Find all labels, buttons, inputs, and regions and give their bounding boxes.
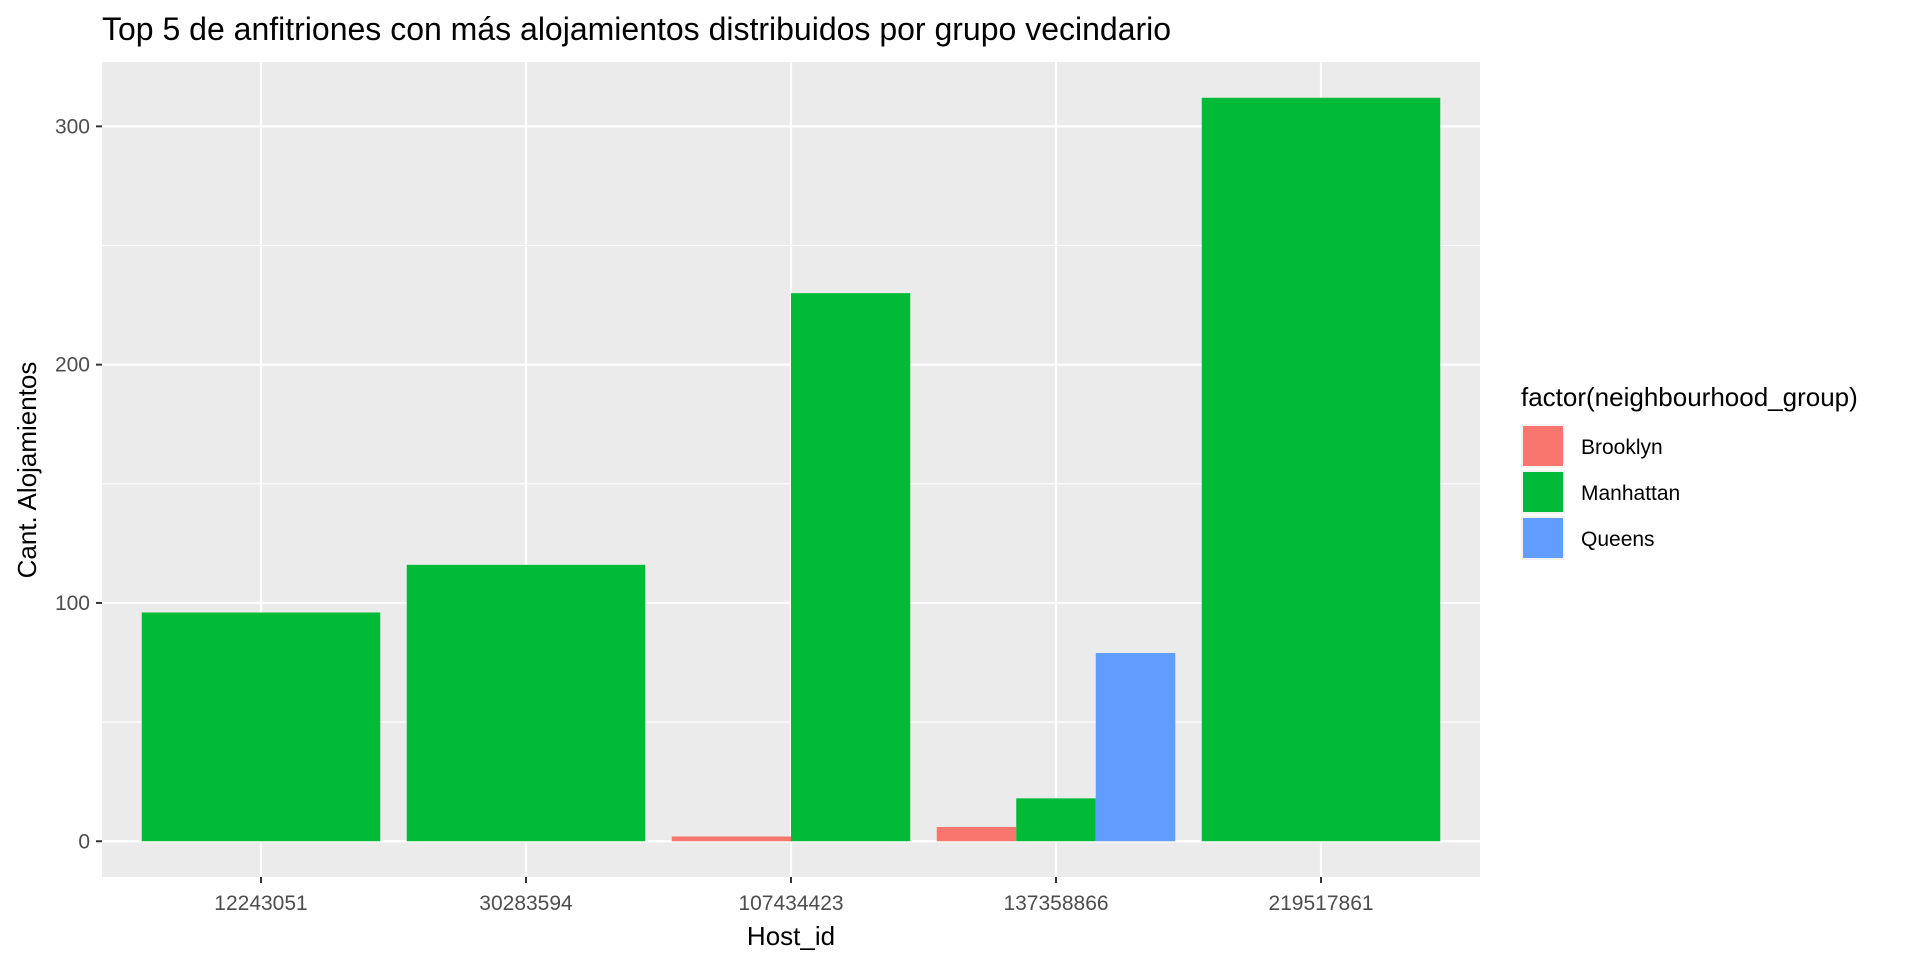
bar-manhattan-107434423 [791, 293, 911, 842]
bar-manhattan-219517861 [1201, 97, 1441, 842]
bar-brooklyn-137358866 [936, 826, 1017, 842]
bar-brooklyn-107434423 [671, 836, 791, 842]
chart-title: Top 5 de anfitriones con más alojamiento… [102, 11, 1171, 47]
x-tick-label: 30283594 [479, 892, 573, 915]
x-axis-title: Host_id [747, 921, 835, 951]
x-tick-label: 219517861 [1268, 892, 1373, 915]
legend-swatch-manhattan [1523, 472, 1563, 512]
bars [141, 97, 1441, 842]
x-tick-label: 107434423 [738, 892, 843, 915]
y-tick-label: 200 [55, 354, 90, 377]
legend-swatch-queens [1523, 518, 1563, 558]
y-axis-title: Cant. Alojamientos [12, 362, 42, 579]
bar-manhattan-30283594 [406, 564, 646, 842]
x-axis: 12243051 30283594 107434423 137358866 219517… [214, 877, 1374, 915]
y-tick-label: 100 [55, 592, 90, 615]
legend-swatch-brooklyn [1523, 426, 1563, 466]
legend-label-queens: Queens [1581, 528, 1655, 551]
bar-queens-137358866 [1095, 652, 1176, 842]
x-tick-label: 137358866 [1003, 892, 1108, 915]
y-tick-label: 300 [55, 115, 90, 138]
legend: factor(neighbourhood_group) Brooklyn Manh… [1521, 382, 1858, 560]
y-tick-label: 0 [78, 830, 90, 853]
y-axis: 0 100 200 300 [55, 115, 102, 853]
bar-manhattan-12243051 [141, 612, 381, 842]
legend-title: factor(neighbourhood_group) [1521, 382, 1858, 412]
bar-manhattan-137358866 [1016, 798, 1096, 842]
x-tick-label: 12243051 [214, 892, 307, 915]
legend-label-brooklyn: Brooklyn [1581, 436, 1663, 459]
legend-label-manhattan: Manhattan [1581, 482, 1680, 505]
